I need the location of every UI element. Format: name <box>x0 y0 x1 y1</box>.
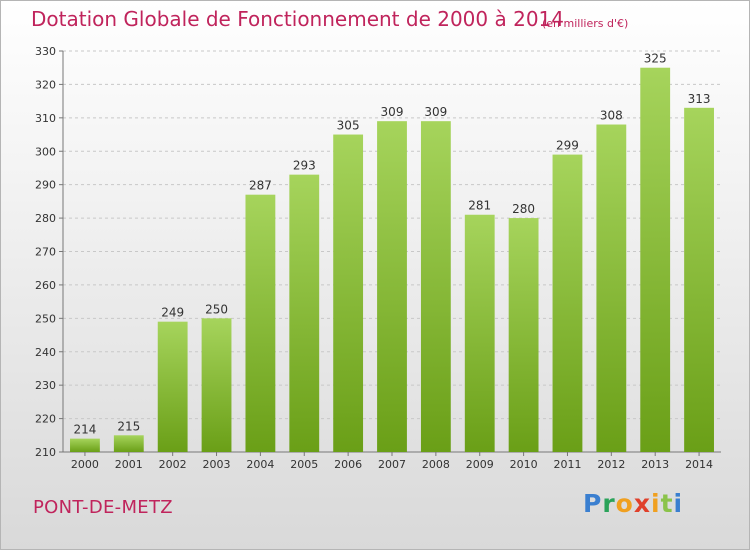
data-label: 281 <box>468 199 491 213</box>
y-tick-label: 320 <box>35 78 56 91</box>
bar <box>420 121 451 453</box>
x-tick-label: 2011 <box>553 458 581 471</box>
bar <box>157 321 188 452</box>
y-tick-label: 290 <box>35 179 56 192</box>
x-tick-label: 2002 <box>159 458 187 471</box>
data-label: 214 <box>73 423 96 437</box>
proxiti-logo: Proxiti <box>583 489 684 518</box>
x-tick-label: 2000 <box>71 458 99 471</box>
data-label: 293 <box>293 159 316 173</box>
y-tick-label: 240 <box>35 346 56 359</box>
bar <box>508 218 539 452</box>
bar <box>684 107 714 452</box>
x-tick-label: 2010 <box>510 458 538 471</box>
data-label: 249 <box>161 306 184 320</box>
bar <box>552 154 583 452</box>
bar <box>464 214 495 452</box>
y-tick-label: 250 <box>35 312 56 325</box>
x-tick-label: 2006 <box>334 458 362 471</box>
x-tick-label: 2001 <box>115 458 143 471</box>
data-label: 215 <box>117 419 140 433</box>
x-tick-label: 2007 <box>378 458 406 471</box>
bar <box>333 134 364 452</box>
x-tick-label: 2013 <box>641 458 669 471</box>
data-label: 299 <box>556 139 579 153</box>
bar <box>640 67 671 452</box>
bar <box>245 194 276 453</box>
bar <box>377 121 407 453</box>
bar <box>596 124 627 453</box>
bar <box>70 438 100 452</box>
data-label: 308 <box>600 109 623 123</box>
data-label: 250 <box>205 302 228 316</box>
y-tick-label: 300 <box>35 145 56 158</box>
data-label: 309 <box>381 105 404 119</box>
data-label: 280 <box>512 202 535 216</box>
y-tick-label: 330 <box>35 45 56 58</box>
y-tick-label: 210 <box>35 446 56 459</box>
bar-layer <box>70 67 714 453</box>
data-label: 313 <box>688 92 711 106</box>
y-tick-label: 280 <box>35 212 56 225</box>
city-name: PONT-DE-METZ <box>33 497 173 518</box>
x-tick-label: 2008 <box>422 458 450 471</box>
x-tick-label: 2005 <box>290 458 318 471</box>
bar <box>201 318 232 452</box>
x-tick-label: 2009 <box>466 458 494 471</box>
data-label: 325 <box>644 52 667 66</box>
data-label: 287 <box>249 179 272 193</box>
label-layer: 214 215 249 250 287 293 305 309 309 281 280 299 308 3… <box>73 52 710 437</box>
y-tick-label: 260 <box>35 279 56 292</box>
y-tick-label: 270 <box>35 246 56 259</box>
x-tick-label: 2012 <box>597 458 625 471</box>
y-tick-label: 230 <box>35 379 56 392</box>
bar <box>289 174 320 452</box>
unit-note: (en milliers d'€) <box>542 17 629 30</box>
y-tick-label: 310 <box>35 112 56 125</box>
chart-title: Dotation Globale de Fonctionnement de 20… <box>31 7 564 31</box>
x-tick-label: 2003 <box>203 458 231 471</box>
bar <box>113 435 144 452</box>
x-tick-label: 2004 <box>246 458 274 471</box>
data-label: 309 <box>424 105 447 119</box>
data-label: 305 <box>337 119 360 133</box>
y-tick-label: 220 <box>35 413 56 426</box>
x-tick-label: 2014 <box>685 458 713 471</box>
